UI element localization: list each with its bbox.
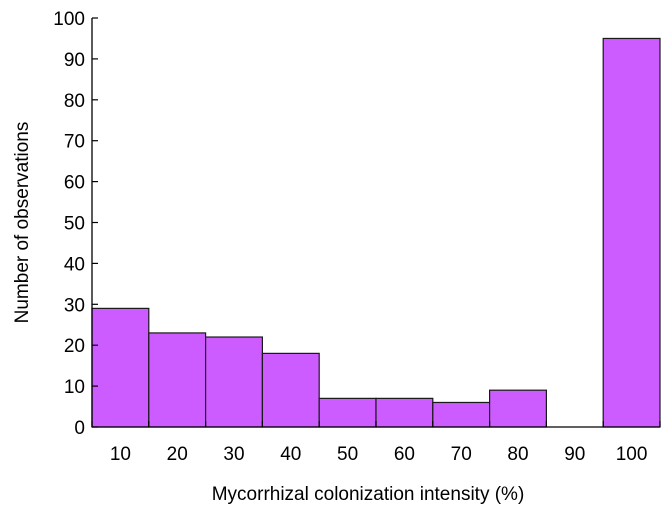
y-tick-label: 50	[64, 214, 85, 235]
x-tick-label: 30	[223, 444, 244, 465]
y-tick-label: 10	[64, 377, 85, 398]
x-tick-label: 90	[564, 444, 585, 465]
bar-40	[261, 352, 320, 428]
y-tick-label: 30	[64, 295, 85, 316]
bar-20	[148, 332, 207, 428]
x-tick-label: 20	[167, 444, 188, 465]
y-tick-label: 40	[64, 254, 85, 275]
bar-80	[489, 389, 548, 428]
x-tick-label: 80	[507, 444, 528, 465]
y-tick-label: 90	[64, 50, 85, 71]
y-tick-label: 100	[53, 9, 85, 30]
x-tick-label: 60	[394, 444, 415, 465]
bar-30	[205, 336, 264, 428]
x-tick-label: 10	[110, 444, 131, 465]
bar-50	[318, 397, 377, 428]
bar-100	[602, 37, 661, 428]
x-ticks-group: 10 20 30 40 50 60 70 80 90 100	[91, 421, 661, 465]
x-tick-label: 70	[451, 444, 472, 465]
bars-group	[91, 37, 661, 428]
y-tick-label: 60	[64, 173, 85, 194]
y-tick-label: 80	[64, 91, 85, 112]
x-tick-label: 100	[616, 444, 648, 465]
bar-10	[91, 307, 150, 428]
x-tick-label: 50	[337, 444, 358, 465]
bar-70	[432, 401, 491, 428]
y-tick-label: 70	[64, 132, 85, 153]
y-axis-title: Number of observations	[12, 122, 33, 324]
x-tick-label: 40	[280, 444, 301, 465]
y-tick-label: 20	[64, 336, 85, 357]
y-ticks-group: 0 10 20 30 40 50 60 70 80 90 100	[53, 9, 98, 439]
y-tick-label: 0	[74, 418, 85, 439]
x-axis-title: Mycorrhizal colonization intensity (%)	[212, 484, 525, 505]
bar-60	[375, 397, 434, 428]
